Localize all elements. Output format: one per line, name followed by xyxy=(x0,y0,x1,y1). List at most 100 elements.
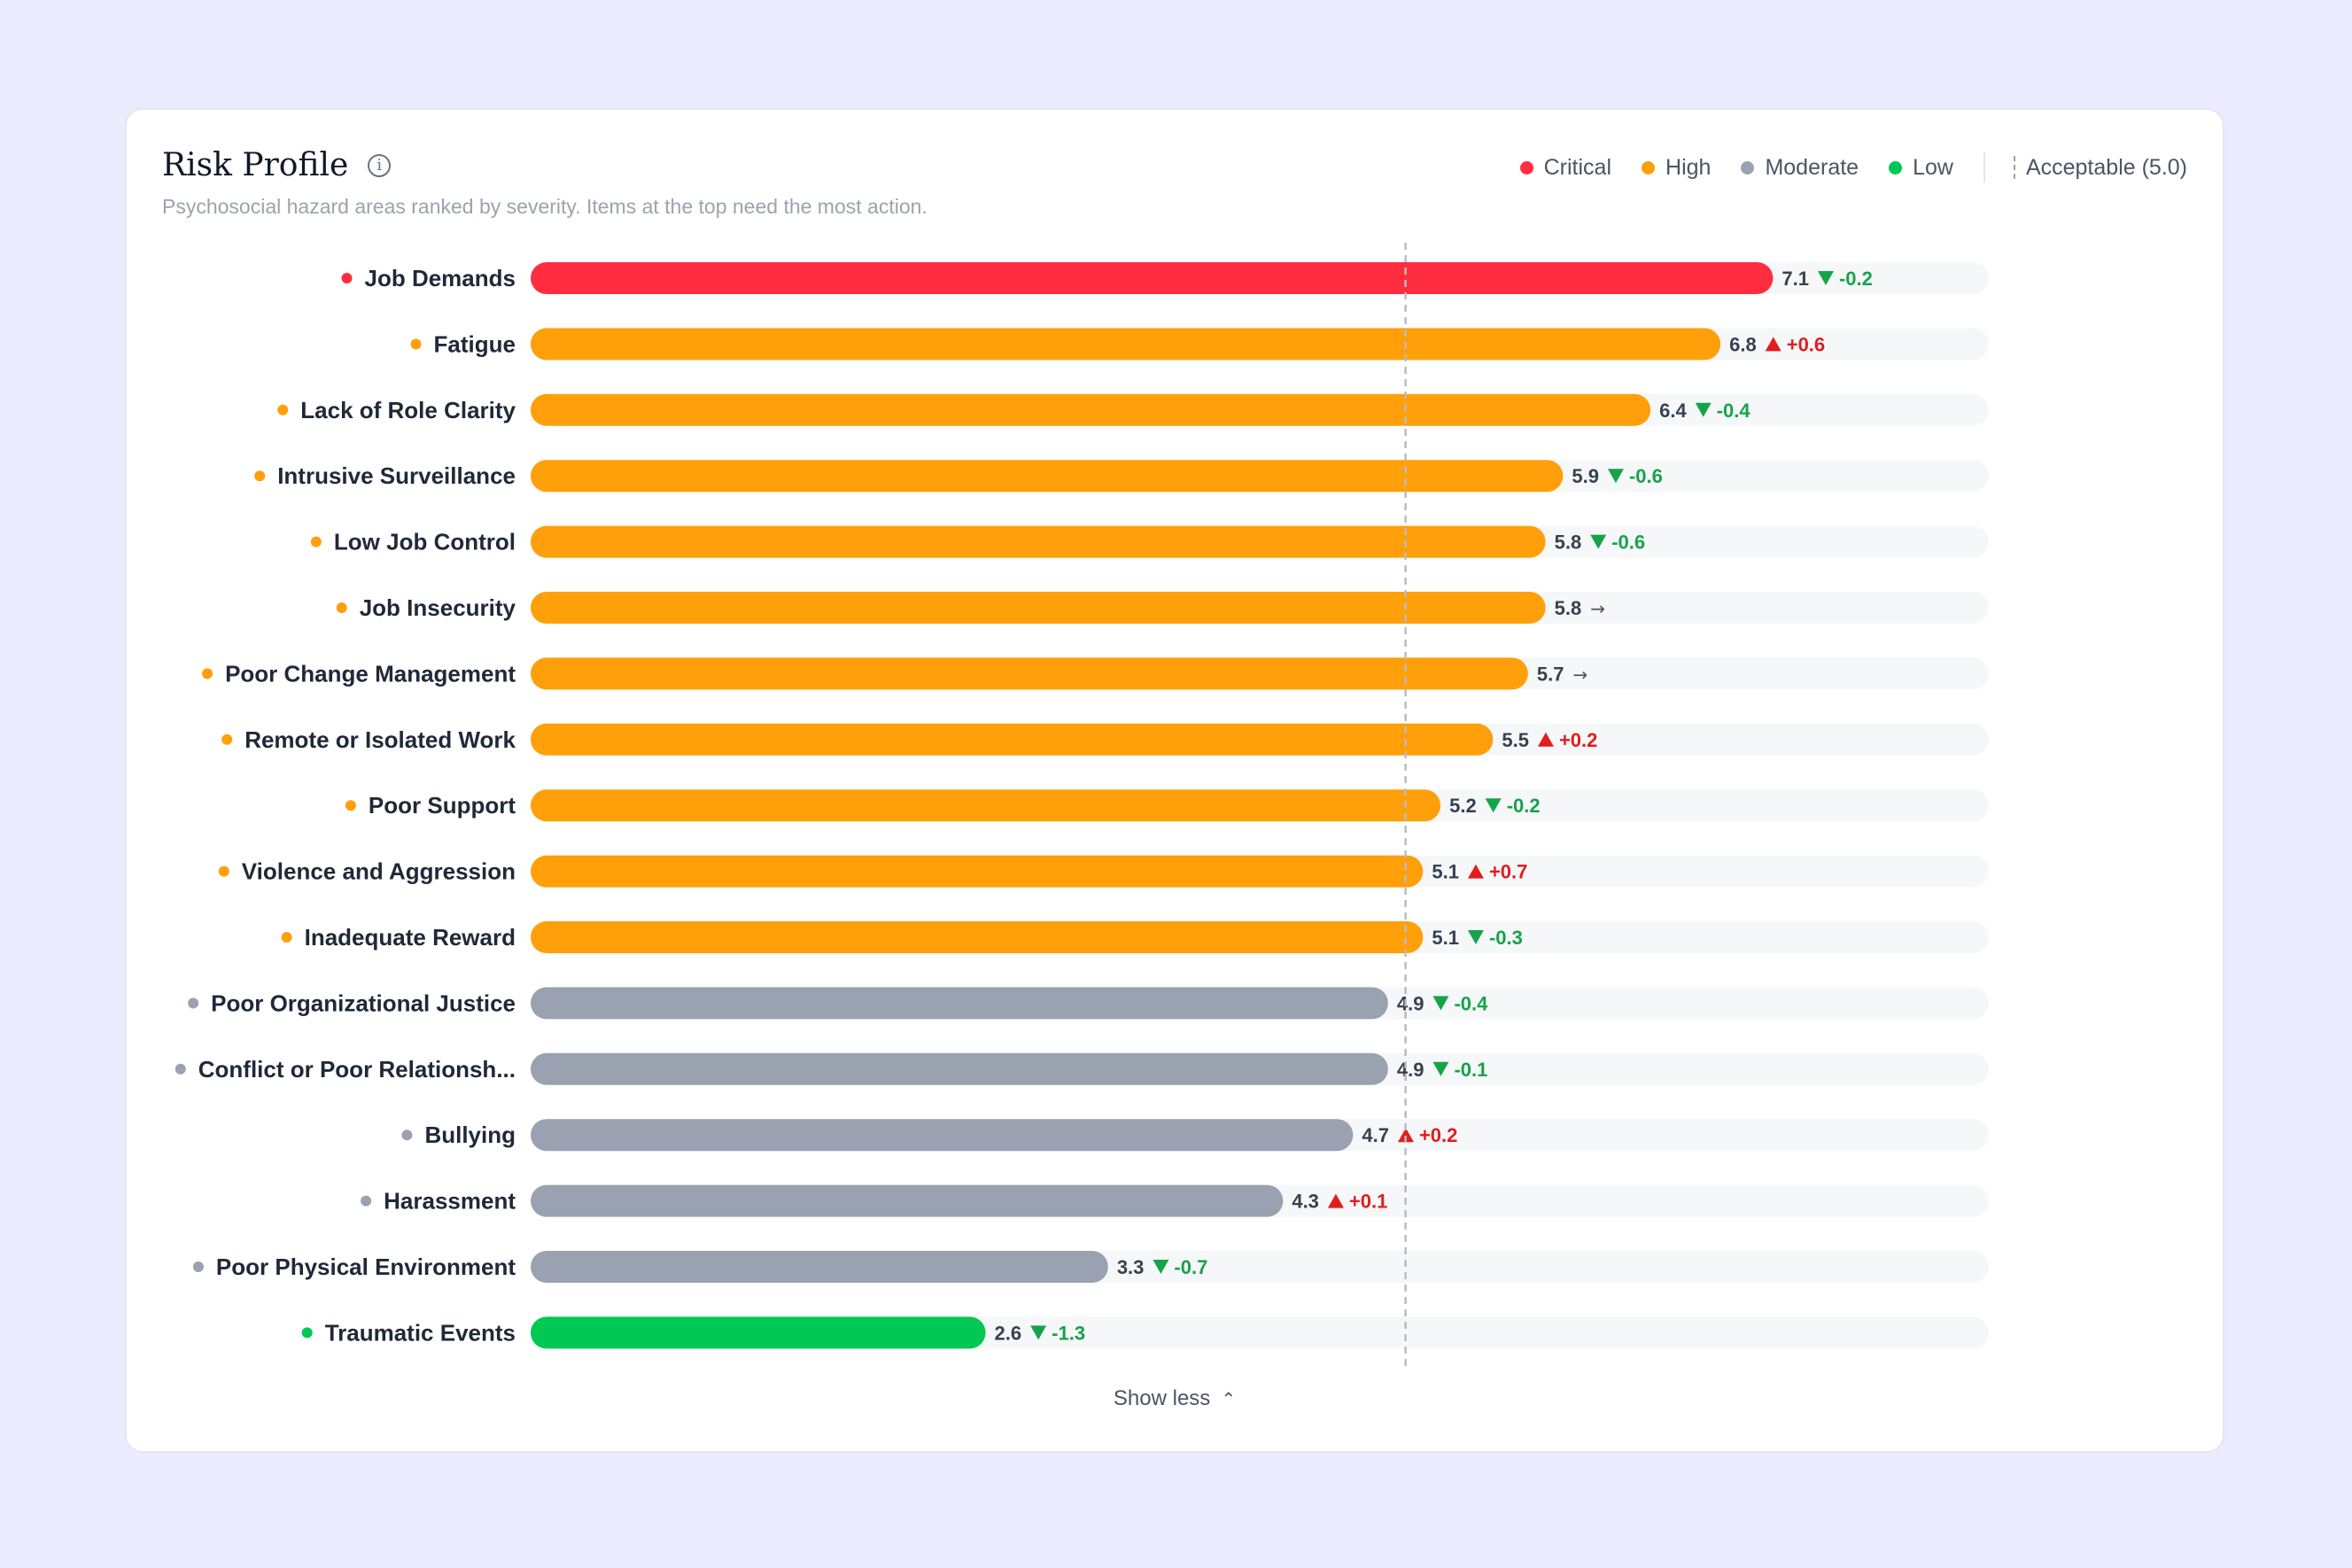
bar-conflict-or-poor-relationsh[interactable] xyxy=(531,1052,1388,1085)
level-dot-remote-or-isolated-work xyxy=(221,734,233,745)
value-label-lack-of-role-clarity: 6.4 xyxy=(1659,400,1687,422)
bar-low-job-control[interactable] xyxy=(531,525,1546,558)
trend-down-icon-intrusive-surveillance xyxy=(1607,469,1624,484)
row-label-inadequate-reward: Inadequate Reward xyxy=(305,924,516,951)
trend-up-icon-bullying xyxy=(1397,1128,1414,1143)
change-label-fatigue: +0.6 xyxy=(1787,333,1825,355)
change-label-poor-physical-environment: -0.7 xyxy=(1174,1256,1207,1278)
value-label-poor-support: 5.2 xyxy=(1449,795,1477,817)
value-label-remote-or-isolated-work: 5.5 xyxy=(1502,729,1529,751)
legend-label-low: Low xyxy=(1913,154,1953,180)
row-label-bullying: Bullying xyxy=(424,1122,516,1148)
bar-poor-organizational-justice[interactable] xyxy=(531,987,1388,1020)
risk-profile-card: Risk Profile i Psychosocial hazard areas… xyxy=(125,108,2224,1453)
bar-job-insecurity[interactable] xyxy=(531,592,1546,624)
level-dot-fatigue xyxy=(410,338,422,350)
info-icon[interactable]: i xyxy=(368,153,392,177)
change-label-harassment: +0.1 xyxy=(1349,1191,1387,1213)
value-label-traumatic-events: 2.6 xyxy=(995,1322,1022,1344)
bar-harassment[interactable] xyxy=(531,1184,1284,1217)
row-label-violence-and-aggression: Violence and Aggression xyxy=(242,858,516,885)
legend-label-acceptable: Acceptable (5.0) xyxy=(2025,154,2187,180)
show-less-label: Show less xyxy=(1113,1386,1211,1410)
row-label-poor-support: Poor Support xyxy=(369,792,516,819)
legend-dash-line xyxy=(2013,156,2015,179)
legend-label-critical: Critical xyxy=(1543,154,1612,180)
row-label-low-job-control: Low Job Control xyxy=(334,529,516,555)
level-dot-poor-physical-environment xyxy=(192,1261,204,1272)
change-label-remote-or-isolated-work: +0.2 xyxy=(1559,729,1597,751)
value-label-inadequate-reward: 5.1 xyxy=(1432,927,1459,949)
bar-bullying[interactable] xyxy=(531,1119,1354,1152)
bar-job-demands[interactable] xyxy=(531,262,1774,294)
bar-poor-physical-environment[interactable] xyxy=(531,1251,1108,1283)
row-label-lack-of-role-clarity: Lack of Role Clarity xyxy=(300,397,516,423)
legend-dot-high xyxy=(1642,160,1656,175)
trend-down-icon-job-demands xyxy=(1817,271,1834,285)
row-label-poor-organizational-justice: Poor Organizational Justice xyxy=(211,990,516,1016)
card-title: Risk Profile xyxy=(162,147,349,183)
value-label-low-job-control: 5.8 xyxy=(1555,532,1582,554)
level-dot-job-demands xyxy=(341,273,353,283)
row-label-remote-or-isolated-work: Remote or Isolated Work xyxy=(245,726,516,753)
level-dot-lack-of-role-clarity xyxy=(277,404,289,415)
bar-violence-and-aggression[interactable] xyxy=(531,855,1424,888)
level-dot-low-job-control xyxy=(310,536,322,547)
card-subtitle: Psychosocial hazard areas ranked by seve… xyxy=(162,195,928,218)
change-label-poor-organizational-justice: -0.4 xyxy=(1454,992,1488,1014)
trend-down-icon-poor-support xyxy=(1485,798,1502,813)
value-label-poor-physical-environment: 3.3 xyxy=(1117,1256,1145,1278)
level-dot-job-insecurity xyxy=(336,602,347,613)
row-label-job-insecurity: Job Insecurity xyxy=(360,594,516,621)
legend-label-high: High xyxy=(1665,154,1712,180)
trend-down-icon-poor-physical-environment xyxy=(1153,1260,1169,1274)
value-label-job-insecurity: 5.8 xyxy=(1555,597,1582,619)
level-dot-inadequate-reward xyxy=(281,932,292,943)
level-dot-violence-and-aggression xyxy=(218,866,229,877)
level-dot-poor-change-management xyxy=(202,668,213,679)
value-label-intrusive-surveillance: 5.9 xyxy=(1572,465,1599,487)
level-dot-harassment xyxy=(361,1195,372,1207)
legend-divider xyxy=(1983,152,1985,182)
bar-lack-of-role-clarity[interactable] xyxy=(531,393,1651,426)
bar-intrusive-surveillance[interactable] xyxy=(531,460,1564,493)
trend-down-icon-poor-organizational-justice xyxy=(1432,996,1449,1011)
legend-label-moderate: Moderate xyxy=(1765,154,1859,180)
level-dot-poor-organizational-justice xyxy=(188,997,199,1009)
legend-item-acceptable: Acceptable (5.0) xyxy=(2013,154,2187,181)
value-label-job-demands: 7.1 xyxy=(1781,268,1809,290)
change-label-job-demands: -0.2 xyxy=(1839,268,1873,290)
show-less-button[interactable]: Show less ⌃ xyxy=(127,1386,2223,1411)
value-label-conflict-or-poor-relationsh: 4.9 xyxy=(1397,1059,1424,1081)
trend-up-icon-fatigue xyxy=(1765,337,1781,352)
row-label-poor-change-management: Poor Change Management xyxy=(225,660,516,687)
bar-poor-change-management[interactable] xyxy=(531,657,1528,690)
bar-inadequate-reward[interactable] xyxy=(531,921,1424,953)
bar-remote-or-isolated-work[interactable] xyxy=(531,723,1494,756)
change-label-conflict-or-poor-relationsh: -0.1 xyxy=(1454,1059,1487,1081)
legend-item-high: High xyxy=(1642,155,1711,181)
level-dot-bullying xyxy=(401,1129,413,1141)
change-label-inadequate-reward: -0.3 xyxy=(1489,927,1523,949)
change-label-low-job-control: -0.6 xyxy=(1611,532,1645,554)
bar-fatigue[interactable] xyxy=(531,328,1721,361)
trend-up-icon-violence-and-aggression xyxy=(1467,864,1484,879)
value-label-poor-change-management: 5.7 xyxy=(1537,663,1564,685)
value-label-fatigue: 6.8 xyxy=(1729,333,1757,355)
level-dot-poor-support xyxy=(345,800,356,811)
value-label-violence-and-aggression: 5.1 xyxy=(1432,861,1459,883)
level-dot-conflict-or-poor-relationsh xyxy=(175,1063,186,1075)
level-dot-traumatic-events xyxy=(301,1327,313,1339)
value-label-bullying: 4.7 xyxy=(1362,1124,1389,1146)
row-label-job-demands: Job Demands xyxy=(365,265,516,291)
bar-poor-support[interactable] xyxy=(531,789,1441,822)
change-label-violence-and-aggression: +0.7 xyxy=(1489,861,1527,883)
trend-down-icon-traumatic-events xyxy=(1030,1325,1047,1340)
trend-flat-icon-job-insecurity: → xyxy=(1590,598,1605,619)
bar-traumatic-events[interactable] xyxy=(531,1316,986,1349)
row-label-poor-physical-environment: Poor Physical Environment xyxy=(216,1254,516,1280)
change-label-bullying: +0.2 xyxy=(1419,1124,1457,1146)
chevron-up-icon: ⌃ xyxy=(1221,1390,1237,1409)
value-label-poor-organizational-justice: 4.9 xyxy=(1397,992,1424,1014)
trend-up-icon-remote-or-isolated-work xyxy=(1537,732,1554,747)
